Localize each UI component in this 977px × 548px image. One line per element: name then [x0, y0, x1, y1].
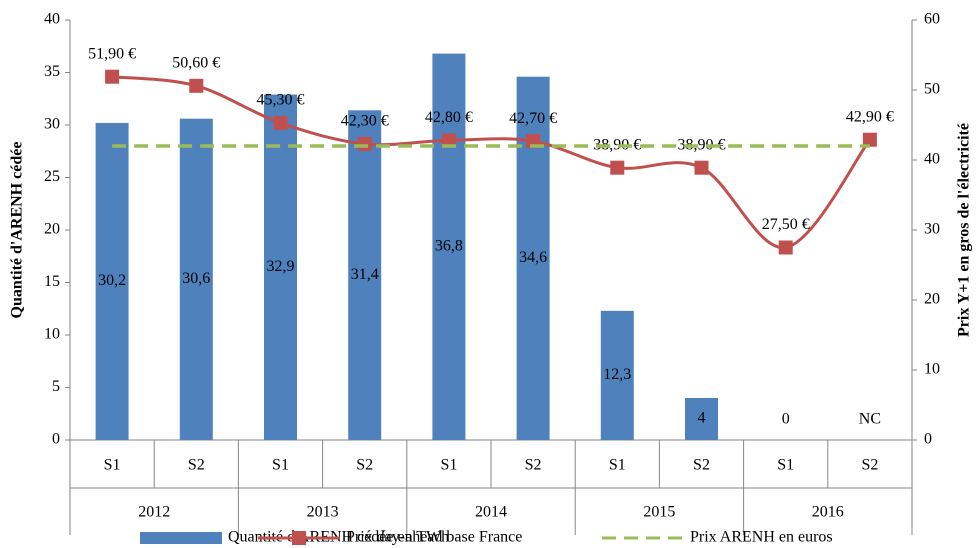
- marker: [189, 78, 204, 93]
- line-value-label: 50,60 €: [172, 54, 220, 71]
- y-tick-label: 5: [52, 378, 60, 395]
- y-tick-label: 30: [44, 116, 60, 133]
- x-tick-label: S1: [777, 457, 794, 474]
- bar: [95, 122, 129, 441]
- marker: [694, 160, 709, 175]
- marker: [610, 160, 625, 175]
- line-value-label: 45,30 €: [257, 92, 305, 109]
- bar-value-label: 30,2: [98, 272, 126, 289]
- bar: [432, 53, 466, 440]
- legend-label: Prix day-ahead base France: [346, 529, 522, 546]
- group-label: 2016: [812, 504, 844, 521]
- marker: [357, 136, 372, 151]
- bar-value-label: 32,9: [267, 258, 295, 275]
- x-tick-label: S1: [440, 457, 457, 474]
- group-label: 2014: [475, 504, 507, 521]
- group-label: 2015: [643, 504, 675, 521]
- line-value-label: 42,90 €: [846, 108, 894, 125]
- bar: [685, 398, 718, 440]
- line-value-label: 27,50 €: [762, 216, 810, 233]
- bar-value-label: NC: [859, 411, 881, 428]
- y2-tick-label: 50: [924, 81, 940, 98]
- line-value-label: 42,30 €: [341, 113, 389, 130]
- y2-tick-label: 10: [924, 361, 940, 378]
- line-value-label: 42,70 €: [509, 110, 557, 127]
- y-axis-title: Quantité d'ARENH cédée: [9, 142, 26, 319]
- group-label: 2013: [307, 504, 339, 521]
- x-tick-label: S2: [188, 457, 205, 474]
- bar-value-label: 30,6: [182, 270, 210, 287]
- y-tick-label: 25: [44, 168, 60, 185]
- x-tick-label: S1: [609, 457, 626, 474]
- x-tick-label: S1: [104, 457, 121, 474]
- y2-axis-title: Prix Y+1 en gros de l'électricité: [956, 123, 973, 337]
- line-value-label: 38,90 €: [678, 136, 726, 153]
- x-tick-label: S2: [693, 457, 710, 474]
- line-value-label: 51,90 €: [88, 45, 136, 62]
- bar: [600, 310, 634, 440]
- bar: [264, 94, 297, 441]
- y-tick-label: 0: [52, 431, 60, 448]
- x-tick-label: S2: [356, 457, 373, 474]
- y2-tick-label: 60: [924, 11, 940, 28]
- y2-tick-label: 30: [924, 221, 940, 238]
- y-tick-label: 10: [44, 326, 60, 343]
- bar: [179, 118, 213, 440]
- marker: [862, 132, 877, 147]
- legend-marker: [292, 531, 306, 545]
- x-tick-label: S1: [272, 457, 289, 474]
- bar-value-label: 12,3: [603, 366, 631, 383]
- marker: [273, 115, 288, 130]
- bar-value-label: 31,4: [351, 266, 379, 283]
- marker: [441, 133, 456, 148]
- group-label: 2012: [138, 504, 170, 521]
- x-tick-label: S2: [525, 457, 542, 474]
- y-tick-label: 40: [44, 11, 60, 28]
- bar-value-label: 34,6: [519, 249, 547, 266]
- legend-label: Prix ARENH en euros: [690, 529, 833, 546]
- legend-swatch: [140, 532, 222, 544]
- y-tick-label: 15: [44, 273, 60, 290]
- line: [111, 75, 872, 250]
- line-value-label: 38,90 €: [593, 136, 641, 153]
- y2-tick-label: 20: [924, 291, 940, 308]
- line-value-label: 42,80 €: [425, 109, 473, 126]
- x-tick-label: S2: [861, 457, 878, 474]
- bar: [348, 110, 382, 441]
- y2-tick-label: 40: [924, 151, 940, 168]
- marker: [105, 69, 120, 84]
- bar-value-label: 0: [782, 411, 790, 428]
- y-tick-label: 35: [44, 63, 60, 80]
- marker: [778, 240, 793, 255]
- y2-tick-label: 0: [924, 431, 932, 448]
- y-tick-label: 20: [44, 221, 60, 238]
- bar-value-label: 4: [698, 410, 706, 427]
- bar-value-label: 36,8: [435, 237, 463, 254]
